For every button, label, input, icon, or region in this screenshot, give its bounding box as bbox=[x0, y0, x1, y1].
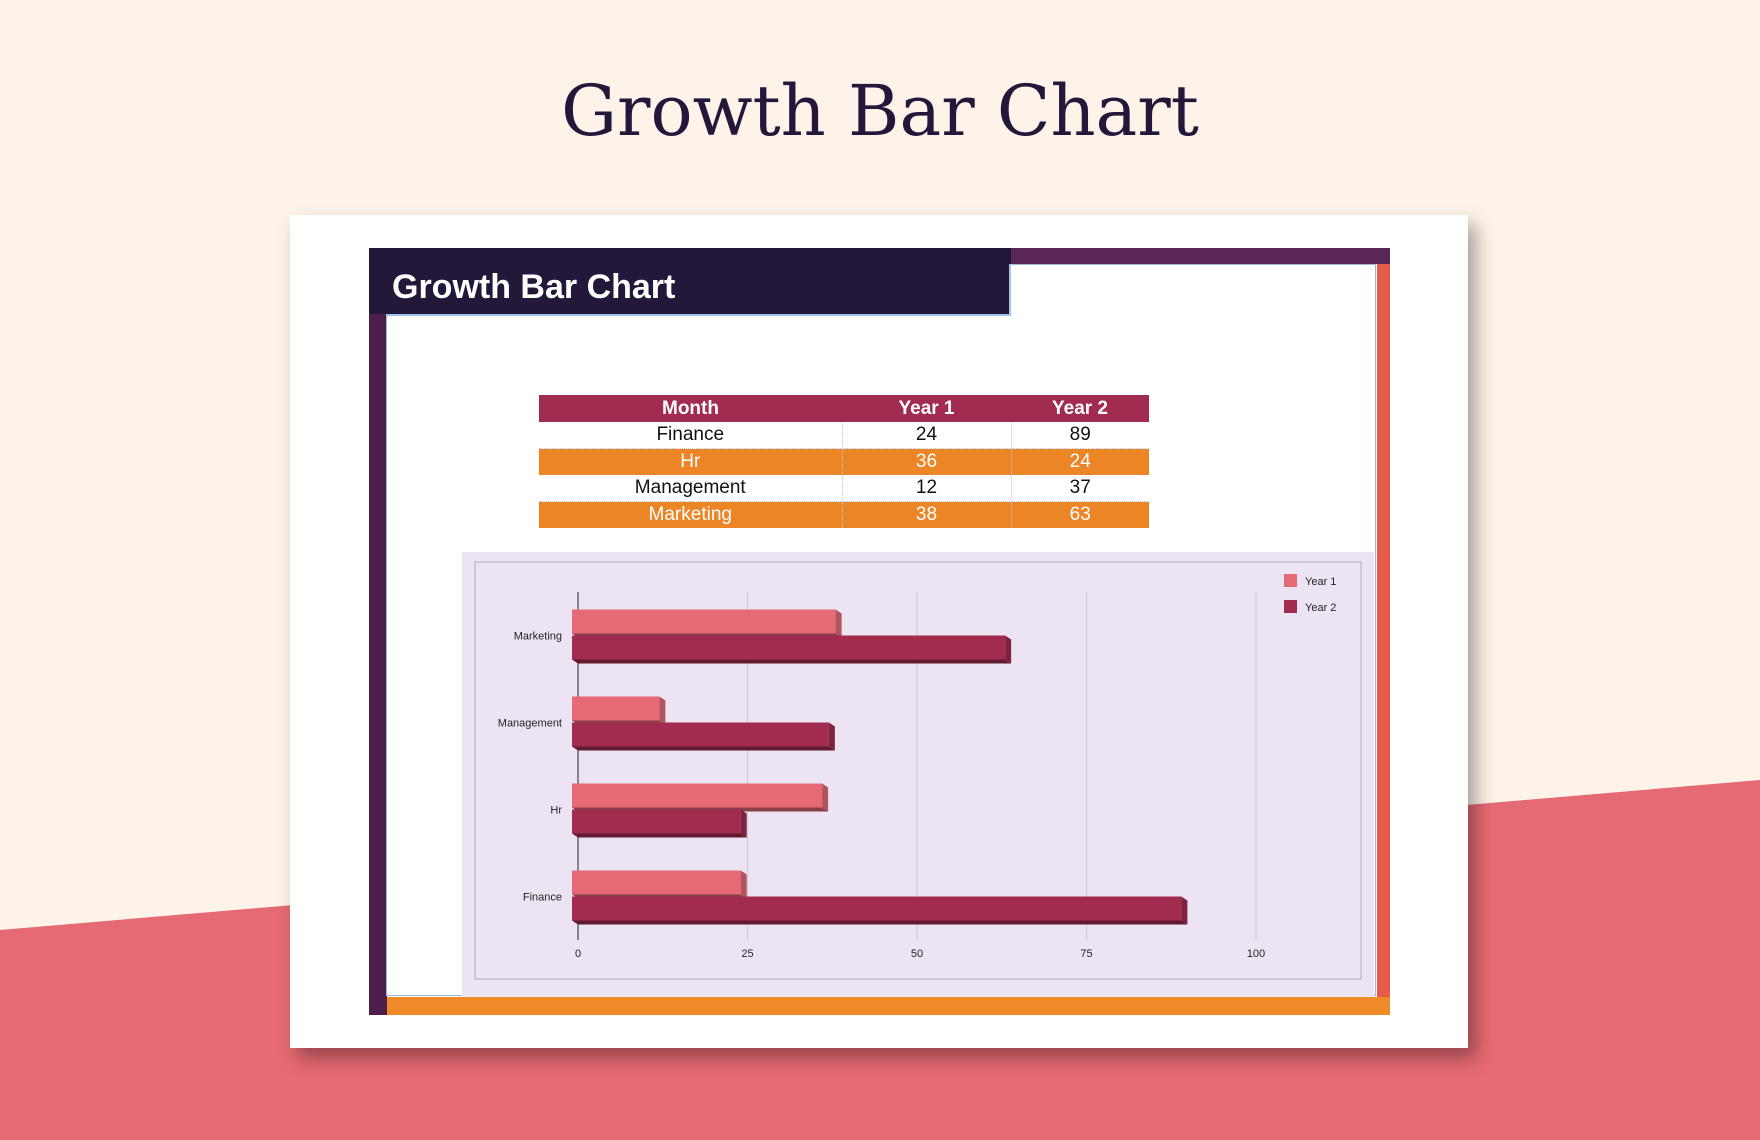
legend-swatch bbox=[1284, 600, 1297, 613]
bar-bottom bbox=[572, 920, 1188, 925]
cell-year-2[interactable]: 37 bbox=[1010, 475, 1149, 502]
header-year-2[interactable]: Year 2 bbox=[1011, 395, 1149, 422]
legend-label: Year 1 bbox=[1305, 576, 1336, 588]
table-row: Hr 36 24 bbox=[539, 448, 1149, 475]
frame-bottom-bar bbox=[387, 997, 1390, 1015]
page-title: Growth Bar Chart bbox=[561, 70, 1199, 152]
bar-side bbox=[1181, 896, 1188, 925]
bar-side bbox=[740, 809, 747, 838]
table-header-row: Month Year 1 Year 2 bbox=[539, 395, 1149, 422]
x-tick-label: 100 bbox=[1247, 948, 1265, 960]
cell-year-2[interactable]: 89 bbox=[1010, 422, 1149, 449]
cell-year-1[interactable]: 36 bbox=[841, 448, 1012, 475]
bar-bottom bbox=[572, 833, 747, 838]
bar[interactable] bbox=[572, 609, 836, 634]
cell-month[interactable]: Management bbox=[539, 475, 843, 502]
bar-bottom bbox=[572, 746, 835, 751]
x-tick-label: 25 bbox=[741, 948, 753, 960]
sheet-title: Growth Bar Chart bbox=[392, 268, 676, 306]
table-row: Marketing 38 63 bbox=[539, 501, 1149, 528]
table-row: Finance 24 89 bbox=[539, 422, 1149, 449]
bar[interactable] bbox=[572, 870, 741, 895]
header-month[interactable]: Month bbox=[539, 395, 842, 422]
sheet-header-band bbox=[369, 248, 1011, 314]
y-tick-label: Marketing bbox=[514, 631, 562, 643]
cell-year-1[interactable]: 24 bbox=[841, 422, 1012, 449]
cell-year-2[interactable]: 24 bbox=[1010, 448, 1149, 475]
cell-year-2[interactable]: 63 bbox=[1010, 501, 1149, 528]
bar-side bbox=[1005, 635, 1012, 664]
bar[interactable] bbox=[572, 783, 823, 808]
bar[interactable] bbox=[572, 896, 1182, 921]
x-tick-label: 0 bbox=[575, 948, 581, 960]
bar-side bbox=[835, 609, 842, 638]
y-tick-label: Hr bbox=[550, 805, 562, 817]
bar-bottom bbox=[572, 659, 1012, 664]
x-tick-label: 75 bbox=[1080, 948, 1092, 960]
bar[interactable] bbox=[572, 635, 1006, 660]
x-tick-label: 50 bbox=[911, 948, 923, 960]
legend-label: Year 2 bbox=[1305, 602, 1336, 614]
header-year-1[interactable]: Year 1 bbox=[842, 395, 1011, 422]
cell-year-1[interactable]: 12 bbox=[841, 475, 1012, 502]
legend-swatch bbox=[1284, 574, 1297, 587]
cell-month[interactable]: Hr bbox=[539, 448, 843, 475]
frame-top-bar bbox=[1011, 248, 1390, 264]
cell-year-1[interactable]: 38 bbox=[841, 501, 1012, 528]
frame-right-bar bbox=[1377, 264, 1390, 1015]
y-tick-label: Finance bbox=[523, 892, 562, 904]
cell-month[interactable]: Finance bbox=[539, 422, 843, 449]
bar[interactable] bbox=[572, 722, 829, 747]
cell-month[interactable]: Marketing bbox=[539, 501, 843, 528]
header-cell-outline bbox=[386, 264, 1011, 316]
data-table: Month Year 1 Year 2 Finance 24 89 Hr 36 … bbox=[539, 395, 1149, 528]
bar-side bbox=[740, 870, 747, 899]
bar-side bbox=[659, 696, 666, 725]
bar-chart[interactable]: 0 25 50 75 100 Finance Hr Management Marketing Ye… bbox=[462, 552, 1374, 997]
bar[interactable] bbox=[572, 809, 741, 834]
bar-side bbox=[822, 783, 829, 812]
y-tick-label: Management bbox=[498, 718, 562, 730]
bar[interactable] bbox=[572, 696, 660, 721]
bar-side bbox=[828, 722, 835, 751]
table-row: Management 12 37 bbox=[539, 475, 1149, 502]
plot-border bbox=[474, 561, 1362, 980]
frame-left-bar bbox=[369, 248, 387, 1015]
